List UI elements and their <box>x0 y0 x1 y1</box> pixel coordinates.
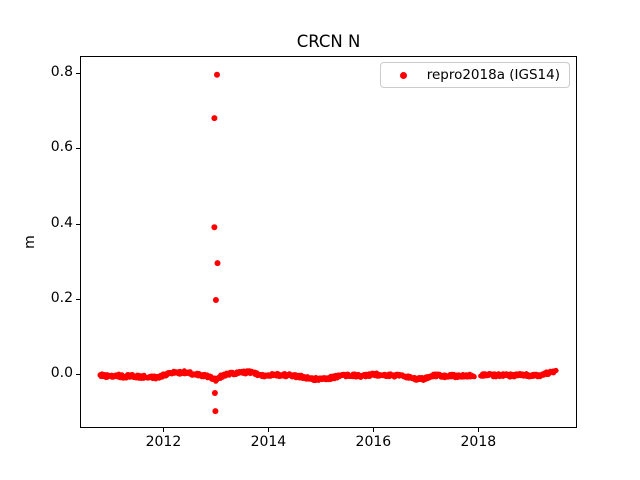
x-tick-mark <box>268 428 270 432</box>
data-point <box>214 71 220 78</box>
chart-title: CRCN N <box>296 32 361 51</box>
x-tick-mark <box>478 428 480 432</box>
y-tick-label: 0.8 <box>50 63 73 80</box>
y-tick-mark <box>76 72 80 74</box>
x-tick-label: 2014 <box>250 434 287 450</box>
x-tick-mark <box>373 428 375 432</box>
data-point <box>211 390 218 396</box>
y-tick-mark <box>76 223 80 225</box>
data-point <box>471 373 477 379</box>
y-tick-mark <box>76 298 80 300</box>
data-point <box>212 297 219 303</box>
y-tick-label: 0.2 <box>50 289 73 306</box>
legend-label: repro2018a (IGS14) <box>426 67 560 83</box>
data-point <box>553 368 559 374</box>
legend-marker-icon <box>400 71 408 79</box>
x-tick-label: 2016 <box>355 434 392 450</box>
y-tick-mark <box>76 148 80 150</box>
y-tick-mark <box>76 374 80 376</box>
plot-area: repro2018a (IGS14) <box>80 56 577 428</box>
data-point <box>211 115 218 122</box>
data-point <box>212 408 219 415</box>
data-point <box>214 260 221 267</box>
y-tick-label: 0.0 <box>50 365 73 382</box>
x-tick-mark <box>163 428 165 432</box>
legend: repro2018a (IGS14) <box>379 62 570 88</box>
y-tick-label: 0.6 <box>50 139 73 156</box>
x-tick-label: 2012 <box>145 434 182 450</box>
x-tick-label: 2018 <box>460 434 497 450</box>
data-point <box>211 224 218 231</box>
y-tick-label: 0.4 <box>50 214 73 231</box>
legend-marker-cell <box>390 71 418 79</box>
